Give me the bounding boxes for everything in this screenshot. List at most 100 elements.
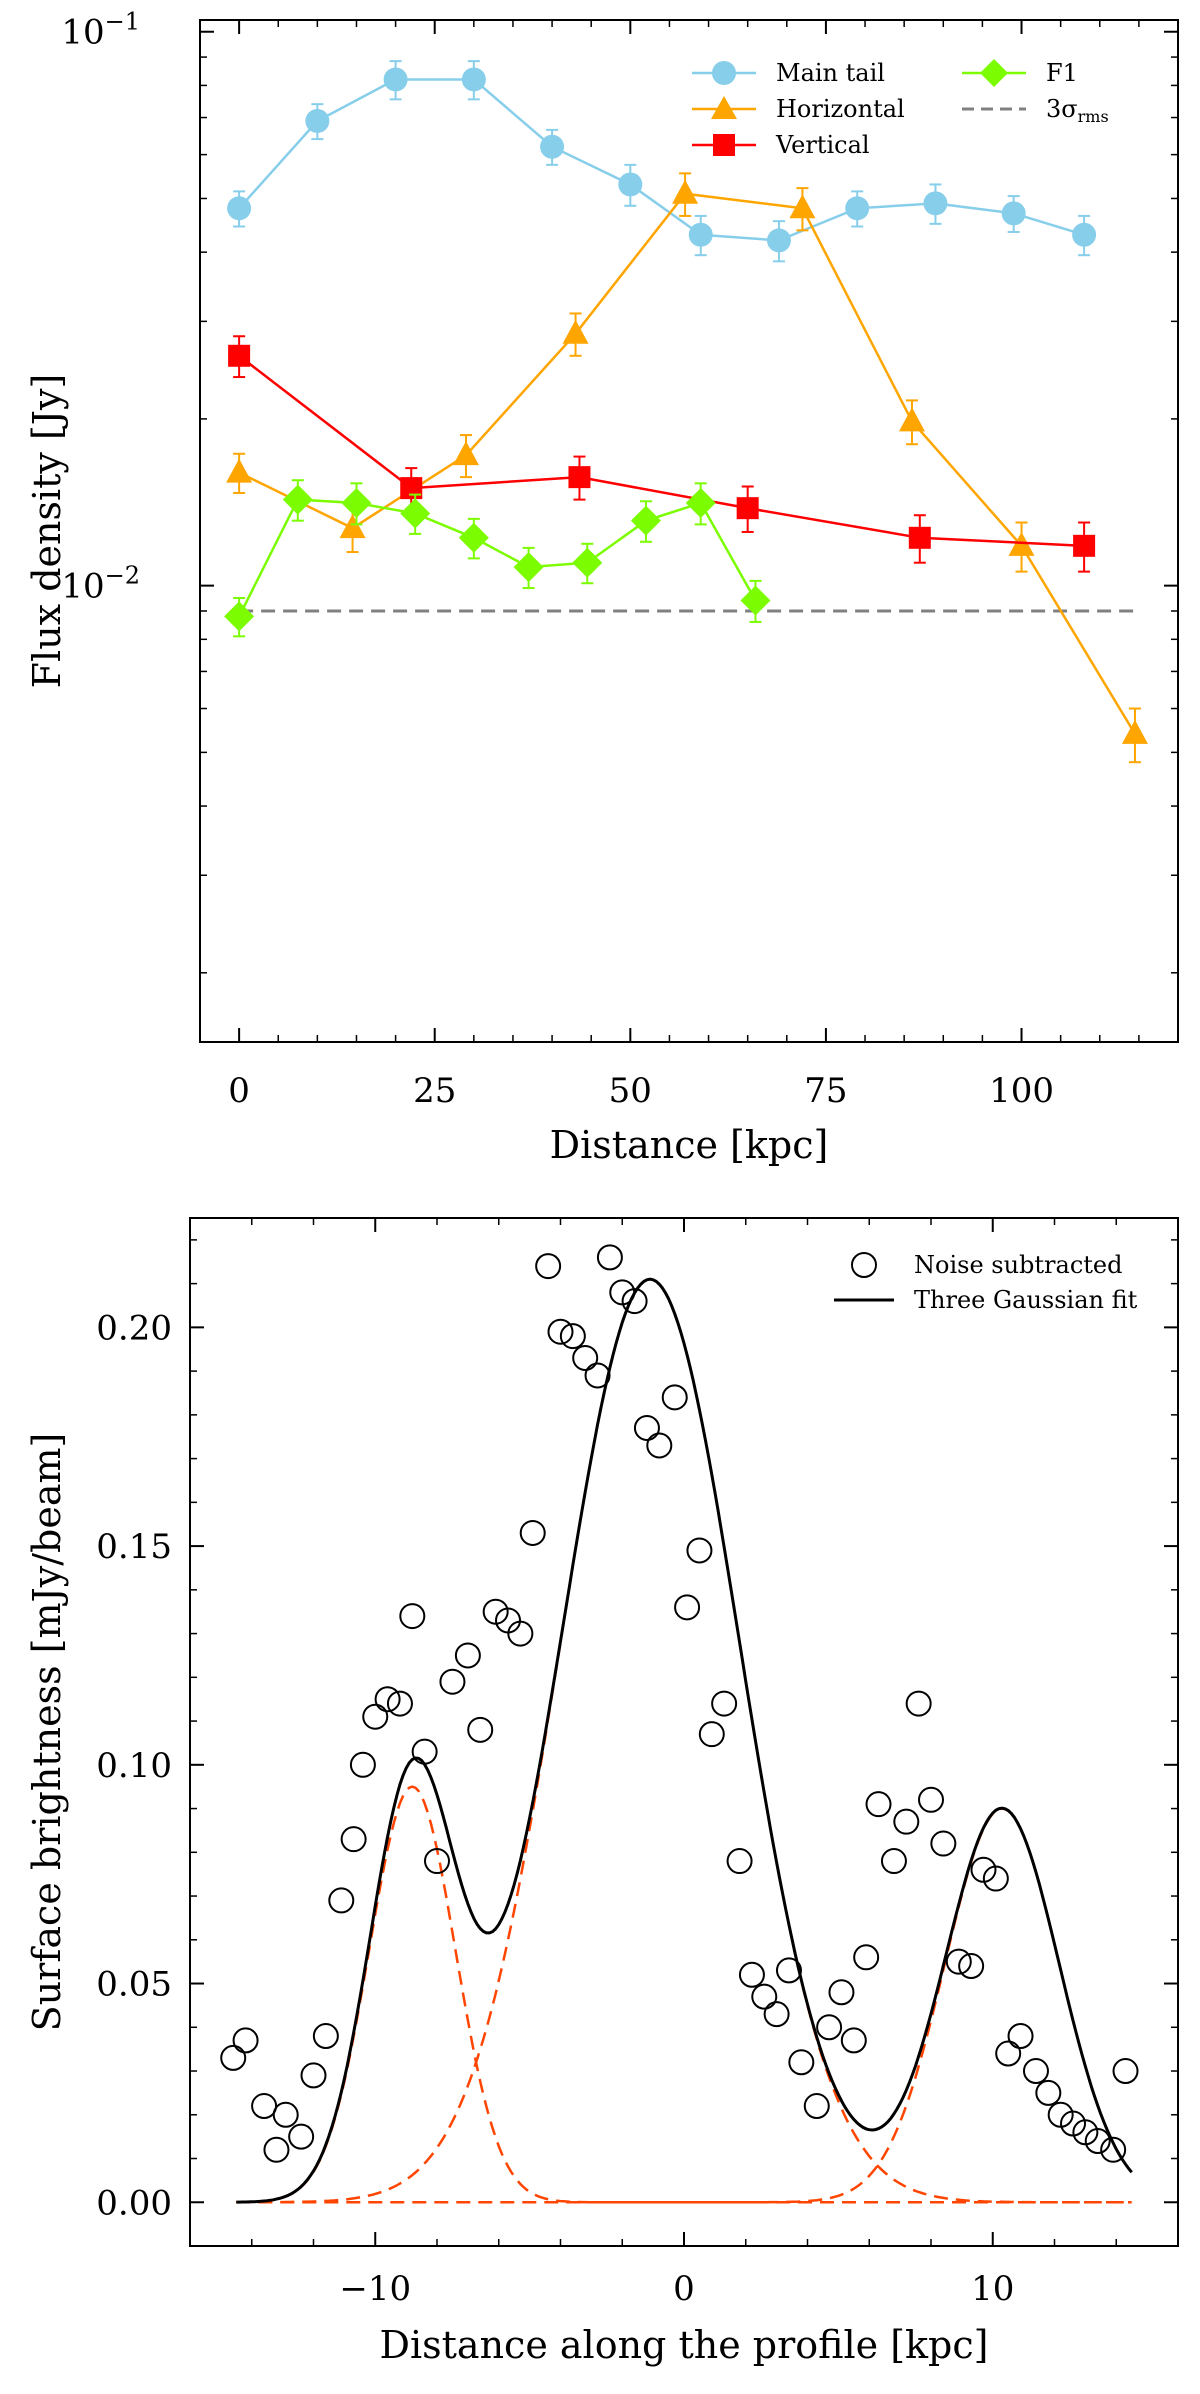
noise-subtracted-point — [1084, 2128, 1111, 2155]
noise-subtracted-point — [386, 1690, 413, 1717]
legend-label-three-gaussian-fit: Three Gaussian fit — [914, 1286, 1138, 1314]
legend-label-noise-subtracted: Noise subtracted — [914, 1251, 1123, 1279]
noise-subtracted-point — [362, 1703, 389, 1730]
data-point-f1 — [458, 522, 489, 553]
top-y-tick-exponent-0: −2 — [105, 562, 140, 590]
data-point-f1 — [740, 585, 771, 616]
three-gaussian-fit-curve — [236, 1277, 1133, 2204]
noise-subtracted-point — [312, 2023, 339, 2050]
data-point-horizontal — [898, 407, 925, 432]
noise-subtracted-point — [272, 2101, 299, 2128]
top-y-tick-exponent-1: −1 — [105, 8, 140, 36]
data-point-f1 — [572, 547, 603, 578]
series-line-main-tail — [238, 78, 1085, 242]
data-point-vertical — [1073, 534, 1096, 557]
noise-subtracted-point — [399, 1603, 426, 1630]
data-point-f1 — [282, 484, 313, 515]
data-point-main-tail — [845, 196, 870, 221]
noise-subtracted-point — [300, 2062, 327, 2089]
noise-subtracted-point — [584, 1362, 611, 1389]
top-y-axis-label: Flux density [Jy] — [25, 374, 69, 689]
data-point-vertical — [228, 344, 251, 367]
legend-marker-horizontal — [711, 96, 737, 119]
noise-subtracted-point — [519, 1519, 546, 1546]
legend-label-3sigma: 3σrms — [1046, 95, 1109, 126]
bottom-legend: Noise subtracted Three Gaussian fit — [834, 1251, 1138, 1314]
bottom-y-tick-label-0: 0.00 — [96, 2183, 172, 2223]
top-y-tick-base-1: 10 — [61, 13, 104, 53]
data-point-horizontal — [562, 319, 589, 344]
noise-subtracted-point — [982, 1865, 1009, 1892]
bottom-ticks — [189, 1218, 1179, 2247]
data-point-horizontal — [672, 179, 699, 204]
data-point-f1 — [341, 487, 372, 518]
noise-subtracted-point — [930, 1830, 957, 1857]
noise-subtracted-point — [726, 1848, 753, 1875]
noise-subtracted-point — [840, 2027, 867, 2054]
data-point-vertical — [736, 497, 759, 520]
legend-3sigma-symbol: 3σ — [1046, 95, 1078, 123]
data-point-f1 — [685, 487, 716, 518]
noise-subtracted-point — [865, 1791, 892, 1818]
data-point-horizontal — [1121, 719, 1148, 744]
bottom-x-axis-label: Distance along the profile [kpc] — [380, 2323, 989, 2367]
legend-3sigma-subscript: rms — [1078, 107, 1109, 126]
series-line-vertical — [238, 354, 1085, 548]
noise-subtracted-point — [918, 1786, 944, 1813]
noise-subtracted-point — [646, 1432, 673, 1459]
top-plot-frame — [199, 19, 1179, 1043]
noise-subtracted-point — [232, 2027, 259, 2054]
noise-subtracted-point — [340, 1826, 367, 1853]
noise-subtracted-point — [547, 1318, 574, 1345]
bottom-y-tick-label-4: 0.20 — [96, 1308, 172, 1348]
noise-subtracted-point — [411, 1738, 438, 1765]
legend-label-main-tail: Main tail — [776, 59, 885, 87]
data-point-horizontal — [453, 441, 480, 466]
top-x-tick-label-1: 25 — [413, 1071, 456, 1111]
top-y-tick-label-0: 10−2 — [61, 562, 140, 607]
data-point-f1 — [513, 552, 544, 583]
top-y-tick-base-0: 10 — [61, 567, 104, 607]
bottom-x-tick-label-0: −10 — [339, 2269, 411, 2309]
noise-subtracted-point — [738, 1961, 765, 1988]
top-y-tick-label-1: 10−1 — [61, 8, 140, 53]
data-point-f1 — [630, 505, 661, 536]
bottom-y-axis-label: Surface brightness [mJy/beam] — [25, 1433, 69, 2032]
top-x-tick-label-4: 100 — [989, 1071, 1054, 1111]
noise-subtracted-point — [220, 2044, 247, 2071]
data-point-vertical — [908, 526, 931, 549]
noise-subtracted-point — [596, 1244, 623, 1271]
top-x-tick-label-0: 0 — [228, 1071, 250, 1111]
noise-subtracted-point — [763, 2001, 790, 2028]
top-data-layer — [224, 60, 1148, 764]
noise-subtracted-point — [1035, 2079, 1062, 2106]
data-point-vertical — [400, 477, 423, 500]
data-point-f1 — [224, 601, 255, 632]
noise-subtracted-point — [535, 1253, 562, 1280]
data-point-main-tail — [383, 67, 408, 92]
noise-subtracted-point — [1022, 2058, 1049, 2085]
noise-subtracted-point — [572, 1344, 599, 1371]
data-point-main-tail — [461, 67, 486, 92]
noise-subtracted-point — [374, 1686, 401, 1713]
legend-label-f1: F1 — [1046, 59, 1078, 87]
noise-subtracted-point — [349, 1751, 376, 1778]
bottom-y-tick-label-2: 0.10 — [96, 1746, 172, 1786]
data-point-vertical — [568, 466, 591, 489]
top-x-tick-label-3: 75 — [804, 1071, 847, 1111]
data-point-f1 — [400, 498, 431, 529]
bottom-data-layer — [220, 1244, 1139, 2204]
noise-subtracted-point — [288, 2123, 315, 2150]
noise-subtracted-point — [711, 1690, 738, 1717]
data-point-main-tail — [618, 172, 643, 197]
noise-subtracted-point — [893, 1808, 920, 1835]
data-point-main-tail — [305, 108, 330, 133]
noise-subtracted-point — [751, 1983, 778, 2010]
top-ticks — [199, 20, 1179, 1042]
series-line-f1 — [238, 498, 757, 617]
bottom-y-tick-label-3: 0.15 — [96, 1527, 172, 1567]
noise-subtracted-point — [686, 1537, 713, 1564]
noise-subtracted-point — [803, 2093, 830, 2120]
data-point-horizontal — [226, 458, 253, 483]
